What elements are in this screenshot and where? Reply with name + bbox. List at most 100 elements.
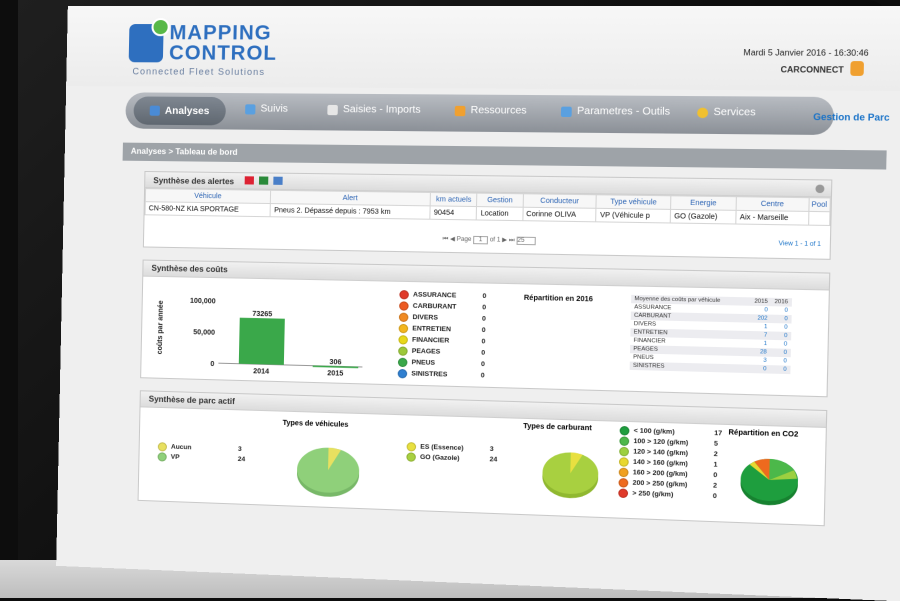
nav-saisies[interactable]: Saisies - Imports [327,103,421,116]
legend-label: DIVERS [412,313,439,322]
table-cell: 90454 [429,205,477,220]
legend-value: 0 [480,360,485,369]
breadcrumb: Analyses > Tableau de bord [122,142,887,170]
legend-value: 0 [713,471,718,480]
column-header[interactable]: Conducteur [522,193,597,209]
table-cell: VP (Véhicule p [596,208,671,223]
legend-label: 100 > 120 (g/km) [633,437,689,447]
user-name[interactable]: CARCONNECT [780,64,844,75]
legend-dot-icon [399,301,409,311]
costs-bar-chart: coûts par année 100,000 50,000 0 73265 2014 30… [157,298,374,378]
legend-label: < 100 (g/km) [633,427,675,436]
legend-dot-icon [157,452,167,462]
data-label: 73265 [252,311,272,319]
legend-label: 120 > 140 (g/km) [633,448,689,458]
legend-dot-icon [619,436,630,447]
legend-dot-icon [619,446,630,457]
legend-label: GO (Gazole) [419,453,460,463]
tools-icon [560,106,572,117]
print-icon[interactable] [273,176,284,185]
legend-item: CARBURANT 0 [399,301,486,312]
page-of-label: of 1 [489,237,501,244]
legend-value: 2 [712,482,718,490]
chart-icon [149,105,160,116]
y-tick-label: 0 [210,361,214,368]
bar [238,317,285,365]
main-nav: Analyses Suivis Saisies - Imports Ressou… [125,92,835,136]
legend-dot-icon [157,442,168,452]
column-header[interactable]: Energie [670,195,737,211]
legend-value: 1 [713,461,718,469]
repartition-title: Répartition en 2016 [523,294,594,304]
alerts-panel: Synthèse des alertes Véhicule Alert km act… [142,170,833,260]
legend-item: PNEUS 0 [397,357,485,370]
column-header[interactable]: Gestion [476,193,523,208]
legend-item: FINANCIER 0 [398,335,485,346]
legend-dot-icon [618,467,629,478]
legend-dot-icon [397,368,408,379]
legend-label: ASSURANCE [412,291,457,300]
column-header[interactable]: Centre [736,196,809,212]
legend-item: SINISTRES 0 [397,368,485,381]
table-cell: GO (Gazole) [670,209,737,225]
avg-cost-table: Moyenne des coûts par véhicule 2015 2016 AS… [629,294,792,375]
screen: MAPPING CONTROL Connected Fleet Solution… [56,5,900,601]
user-icon[interactable] [850,61,864,76]
legend-item: ASSURANCE 0 [399,290,486,301]
legend-value: 0 [481,349,486,357]
column-header[interactable]: km actuels [430,192,478,207]
page-label: Page [456,236,472,244]
vehicle-types-title: Types de véhicules [282,419,349,429]
legend-item: PEAGES 0 [398,346,485,357]
legend-dot-icon [406,442,417,452]
column-header[interactable]: Pool [808,197,831,212]
column-header[interactable]: Type véhicule [596,194,671,210]
co2-pie [740,457,799,507]
legend-dot-icon [619,425,630,436]
legend-item: DIVERS 0 [398,312,486,324]
nav-parametres[interactable]: Parametres - Outils [560,106,670,118]
legend-value: 0 [481,326,486,335]
export-excel-icon[interactable] [259,176,269,185]
legend-label: > 250 (g/km) [632,489,674,499]
legend-dot-icon [618,488,629,499]
x-tick-label: 2015 [327,370,343,378]
legend-dot-icon [398,323,409,334]
table-cell: Corinne OLIVA [522,207,597,222]
close-icon[interactable] [815,184,825,194]
datetime: Mardi 5 Janvier 2016 - 16:30:46 [743,48,869,58]
nav-ressources[interactable]: Ressources [454,105,527,117]
nav-analyses[interactable]: Analyses [133,96,226,126]
x-tick-label: 2014 [253,368,269,376]
legend-dot-icon [618,477,629,488]
truck-logo-icon [128,24,164,63]
legend-label: 200 > 250 (g/km) [632,479,688,489]
table-cell: CN-580-NZ KIA SPORTAGE [145,201,271,217]
nav-label: Saisies - Imports [342,103,421,116]
pager: ⏮ ◀ Page 1 of 1 ▶ ⏭ 25 [442,235,536,246]
legend-value: 24 [489,456,498,464]
legend-dot-icon [397,357,408,368]
logo-tagline: Connected Fleet Solutions [132,66,266,78]
nav-suivis[interactable]: Suivis [245,103,289,115]
legend-item: GO (Gazole) 24 [406,452,497,464]
nav-label: Suivis [260,103,289,115]
y-axis-label: coûts par année [157,300,165,354]
alerts-title: Synthèse des alertes [153,176,235,187]
section-link[interactable]: Gestion de Parc [813,111,890,123]
next-page-icon[interactable]: ▶ ⏭ [502,237,515,244]
globe-icon [697,107,709,118]
nav-label: Services [713,106,756,119]
export-pdf-icon[interactable] [244,176,254,185]
first-page-icon[interactable]: ⏮ ◀ [442,236,455,243]
page-input[interactable]: 1 [473,235,489,245]
table-cell: SINISTRES [629,361,750,374]
legend-label: SINISTRES [411,370,448,379]
per-page-select[interactable]: 25 [516,236,536,246]
legend-label: FINANCIER [411,336,450,345]
co2-title: Répartition en CO2 [728,429,799,439]
costs-panel: Synthèse des coûts coûts par année 100,00… [140,259,831,398]
legend-dot-icon [398,346,408,356]
fuel-types-pie [541,451,599,500]
nav-services[interactable]: Services [697,107,756,119]
